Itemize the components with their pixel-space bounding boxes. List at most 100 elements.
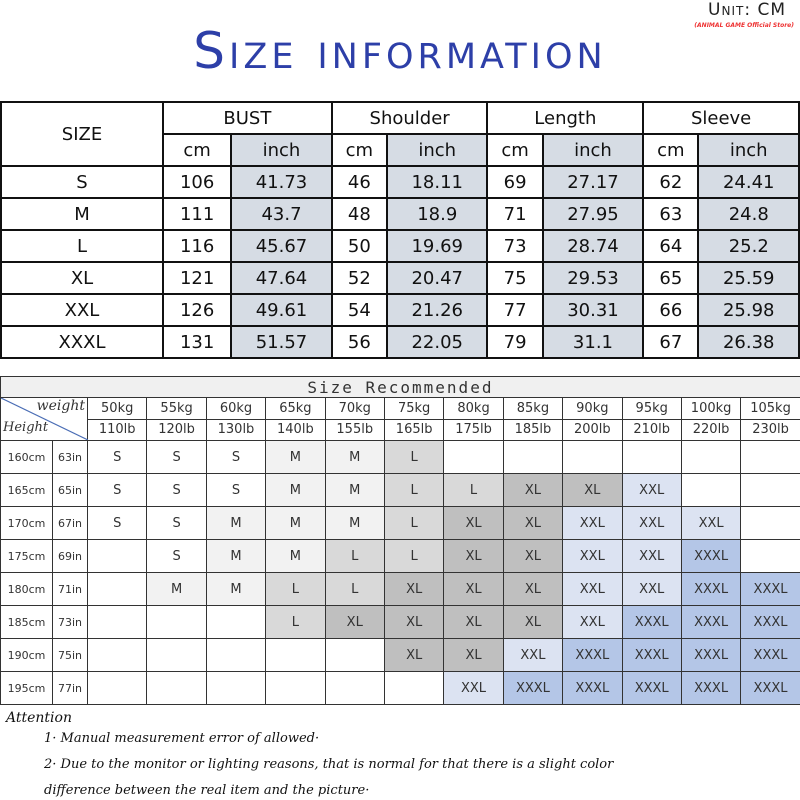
size-cell bbox=[740, 539, 800, 573]
measure-cell: 77 bbox=[486, 293, 544, 327]
weight-lb-header: 130lb bbox=[205, 418, 267, 441]
measure-cell: 28.74 bbox=[541, 229, 645, 263]
size-header: SIZE bbox=[0, 101, 164, 167]
size-cell: S bbox=[146, 539, 207, 573]
measure-cell: 27.17 bbox=[541, 165, 645, 199]
measure-cell: 19.69 bbox=[385, 229, 489, 263]
size-cell: L bbox=[265, 572, 326, 606]
measure-cell: 111 bbox=[161, 197, 233, 231]
size-cell: M bbox=[146, 572, 207, 606]
size-cell bbox=[443, 440, 504, 474]
size-cell: XL bbox=[562, 473, 623, 507]
measure-cell: 65 bbox=[642, 261, 700, 295]
weight-label: weight bbox=[36, 398, 85, 414]
size-cell: XL bbox=[324, 605, 385, 639]
measure-cell: 45.67 bbox=[230, 229, 333, 263]
weight-kg-header: 95kg bbox=[621, 397, 682, 420]
size-cell: M bbox=[265, 440, 326, 474]
size-cell: XXL bbox=[443, 671, 504, 705]
measure-cell: 48 bbox=[330, 197, 388, 231]
size-cell: XXXL bbox=[740, 638, 800, 672]
measure-cell: 67 bbox=[642, 325, 700, 359]
group-header: Length bbox=[486, 101, 645, 135]
height-in: 67in bbox=[52, 506, 88, 540]
measure-cell: 24.41 bbox=[697, 165, 800, 199]
size-cell: XXXL bbox=[680, 638, 742, 672]
size-cell: L bbox=[383, 539, 445, 573]
size-cell: XXL bbox=[0, 293, 164, 327]
size-cell bbox=[740, 506, 800, 540]
measure-cell: 73 bbox=[486, 229, 544, 263]
size-cell: XL bbox=[502, 605, 564, 639]
measure-cell: 24.8 bbox=[697, 197, 800, 231]
group-header: Sleeve bbox=[642, 101, 800, 135]
size-cell: S bbox=[205, 473, 267, 507]
measure-cell: 41.73 bbox=[230, 165, 333, 199]
size-cell: L bbox=[383, 473, 445, 507]
weight-kg-header: 70kg bbox=[324, 397, 385, 420]
height-cm: 195cm bbox=[0, 671, 53, 705]
height-in: 75in bbox=[52, 638, 88, 672]
measure-cell: 75 bbox=[486, 261, 544, 295]
measure-cell: 131 bbox=[161, 325, 233, 359]
page-title: Size information bbox=[193, 22, 607, 80]
header-row: SIZE BUST Shoulder Length Sleeve bbox=[0, 101, 800, 167]
table-row: 165cm 65in S S S M M L L XL XL XXL bbox=[0, 473, 800, 507]
size-cell: XXL bbox=[680, 506, 742, 540]
size-cell bbox=[324, 638, 385, 672]
measure-cell: 21.26 bbox=[385, 293, 489, 327]
note-2-cont: difference between the real item and the… bbox=[44, 783, 370, 798]
size-cell bbox=[86, 605, 148, 639]
size-cell: M bbox=[0, 197, 164, 231]
table-row: L 116 45.67 50 19.69 73 28.74 64 25.2 bbox=[0, 229, 800, 263]
attention-heading: Attention bbox=[6, 710, 72, 726]
table-row: XXL 126 49.61 54 21.26 77 30.31 66 25.98 bbox=[0, 293, 800, 327]
size-cell: XXL bbox=[502, 638, 564, 672]
weight-kg-header: 105kg bbox=[740, 397, 800, 420]
size-cell: XXXL bbox=[740, 671, 800, 705]
measure-cell: 20.47 bbox=[385, 261, 489, 295]
weight-kg-header: 65kg bbox=[265, 397, 326, 420]
table-row: 180cm 71in M M L L XL XL XL XXL XXL XXXL XXXL bbox=[0, 572, 800, 606]
size-cell bbox=[86, 539, 148, 573]
size-cell: S bbox=[146, 440, 207, 474]
measure-cell: 79 bbox=[486, 325, 544, 359]
height-cm: 190cm bbox=[0, 638, 53, 672]
size-cell: XL bbox=[383, 605, 445, 639]
height-in: 73in bbox=[52, 605, 88, 639]
size-cell: XXXL bbox=[621, 671, 682, 705]
measure-cell: 66 bbox=[642, 293, 700, 327]
weight-lb-header: 120lb bbox=[146, 418, 207, 441]
size-cell: S bbox=[86, 506, 148, 540]
measure-cell: 25.59 bbox=[697, 261, 800, 295]
inch-header: inch bbox=[230, 133, 333, 167]
size-cell: M bbox=[205, 506, 267, 540]
weight-kg-header: 50kg bbox=[86, 397, 148, 420]
size-cell bbox=[680, 473, 742, 507]
size-cell bbox=[205, 638, 267, 672]
weight-lb-header: 230lb bbox=[740, 418, 800, 441]
weight-kg-header: 55kg bbox=[146, 397, 207, 420]
size-cell: XL bbox=[443, 539, 504, 573]
measure-cell: 25.2 bbox=[697, 229, 800, 263]
weight-lb-header: 110lb bbox=[86, 418, 148, 441]
size-cell: XXXL bbox=[562, 638, 623, 672]
size-cell bbox=[383, 671, 445, 705]
size-cell: XXXL bbox=[740, 572, 800, 606]
size-cell: XL bbox=[502, 539, 564, 573]
size-cell: L bbox=[443, 473, 504, 507]
measure-cell: 43.7 bbox=[230, 197, 333, 231]
size-cell: XXXL bbox=[621, 638, 682, 672]
measure-cell: 62 bbox=[642, 165, 700, 199]
size-cell: XXXL bbox=[740, 605, 800, 639]
size-cell bbox=[146, 605, 207, 639]
weight-lb-header: 155lb bbox=[324, 418, 385, 441]
size-cell bbox=[680, 440, 742, 474]
size-cell bbox=[502, 440, 564, 474]
size-cell: XXXL bbox=[502, 671, 564, 705]
height-cm: 185cm bbox=[0, 605, 53, 639]
weight-kg-header: 100kg bbox=[680, 397, 742, 420]
size-cell: XL bbox=[443, 638, 504, 672]
size-cell: M bbox=[324, 473, 385, 507]
group-header: BUST bbox=[162, 101, 333, 135]
